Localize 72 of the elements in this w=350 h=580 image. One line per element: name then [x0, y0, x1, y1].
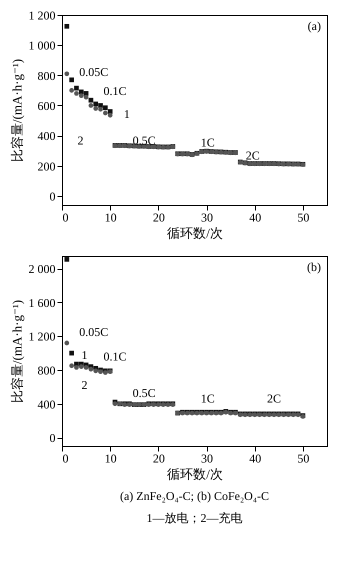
y-tick-label: 600: [38, 98, 56, 113]
point: [64, 24, 70, 29]
x-tick-label: 20: [152, 452, 165, 466]
annotation: (b): [307, 260, 321, 274]
annotation: 1: [82, 348, 88, 362]
point: [69, 363, 74, 368]
point: [78, 93, 84, 98]
point: [64, 71, 70, 76]
y-tick-label: 2 000: [28, 262, 56, 276]
y-tick-label: 800: [38, 364, 56, 378]
y-tick-label: 400: [38, 129, 56, 144]
point: [64, 257, 70, 262]
annotation: 1C: [200, 135, 215, 150]
point: [98, 106, 103, 112]
point: [93, 368, 98, 374]
y-tick-label: 0: [50, 189, 56, 204]
text: 1—放电；2—充电: [146, 511, 242, 525]
y-axis-title: 比容量/(mA·h·g⁻¹): [10, 58, 24, 162]
x-tick-label: 20: [152, 210, 165, 224]
annotation: 0.5C: [132, 386, 156, 400]
point: [69, 350, 74, 356]
point: [78, 364, 84, 369]
point: [69, 77, 74, 82]
annotation: 0.1C: [103, 350, 127, 364]
annotation: 1C: [200, 392, 215, 406]
x-tick-label: 0: [62, 452, 68, 466]
y-axis-title: 比容量/(mA·h·g⁻¹): [10, 300, 24, 404]
y-tick-label: 1 000: [28, 38, 56, 53]
y-tick-label: 200: [38, 159, 56, 174]
point: [93, 106, 98, 111]
y-tick-label: 1 200: [28, 330, 56, 344]
y-tick-label: 400: [38, 397, 56, 412]
annotation: 2: [82, 378, 88, 392]
x-axis-title: 循环数/次: [167, 466, 223, 482]
point: [88, 103, 94, 108]
point: [103, 105, 108, 110]
annotation: 0.1C: [103, 84, 127, 98]
y-tick-label: 1 200: [28, 8, 56, 22]
annotation: (a): [308, 19, 321, 33]
point: [93, 102, 98, 106]
annotation: 2: [78, 133, 84, 148]
point: [69, 88, 74, 93]
point: [84, 94, 88, 100]
annotation: 0.05C: [79, 65, 108, 79]
y-tick-label: 800: [38, 68, 56, 83]
point: [74, 365, 79, 370]
x-tick-label: 30: [201, 452, 214, 466]
point: [84, 365, 88, 370]
point: [64, 340, 70, 346]
point: [74, 91, 79, 96]
annotation: 2C: [246, 148, 260, 163]
x-tick-label: 50: [297, 452, 310, 466]
annotation: 2C: [266, 392, 282, 406]
x-tick-label: 10: [104, 210, 117, 224]
x-tick-label: 40: [249, 210, 262, 224]
point: [88, 98, 94, 103]
x-tick-label: 50: [297, 210, 310, 224]
annotation: 0.5C: [132, 133, 156, 148]
x-tick-label: 0: [62, 210, 68, 224]
annotation: 0.05C: [79, 325, 108, 339]
point: [88, 366, 94, 372]
x-tick-label: 40: [249, 452, 262, 466]
y-tick-label: 1 600: [28, 296, 56, 310]
text: (a) ZnFe₂O₄-C; (b) CoFe₂O₄-C: [120, 489, 270, 503]
x-axis-title: 循环数/次: [167, 226, 223, 240]
x-tick-label: 10: [104, 452, 117, 466]
point: [108, 112, 113, 118]
x-tick-label: 30: [201, 210, 214, 224]
y-tick-label: 0: [50, 431, 56, 446]
point: [103, 110, 108, 116]
annotation: 1: [124, 106, 130, 121]
point: [74, 86, 79, 90]
